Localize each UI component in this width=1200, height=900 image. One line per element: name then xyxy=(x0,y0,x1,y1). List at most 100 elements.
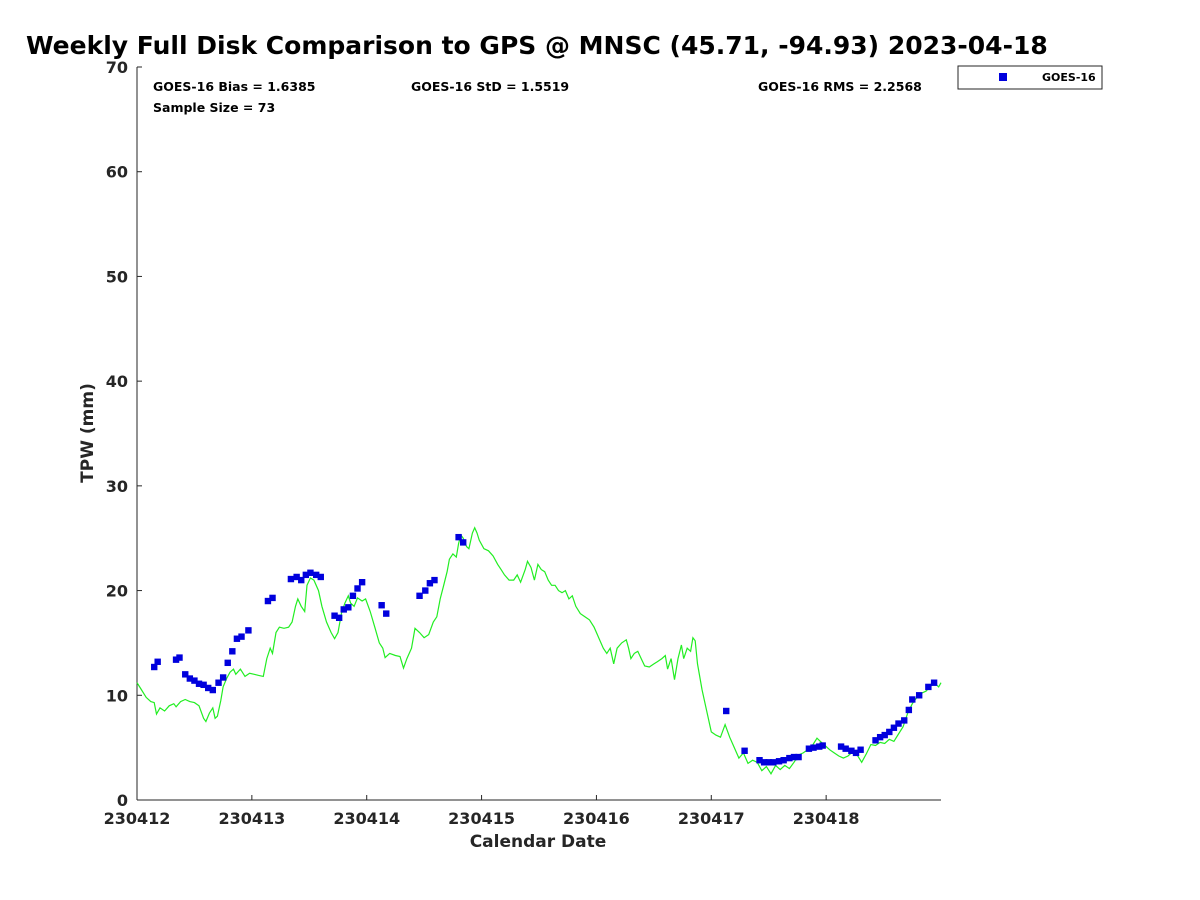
goes16-point xyxy=(151,663,158,671)
goes16-point xyxy=(816,743,823,750)
goes16-point xyxy=(307,569,314,576)
goes16-point xyxy=(245,627,252,634)
goes16-series xyxy=(151,533,938,766)
goes16-point xyxy=(416,592,423,600)
goes16-point xyxy=(842,745,849,752)
goes16-point xyxy=(298,576,305,584)
goes16-point xyxy=(205,684,212,692)
goes16-point xyxy=(293,573,300,581)
goes16-point xyxy=(723,707,730,715)
goes16-point xyxy=(857,746,864,753)
goes16-point xyxy=(925,683,932,691)
goes16-point xyxy=(805,745,813,752)
goes16-point xyxy=(786,754,793,762)
y-tick-label: 40 xyxy=(106,372,128,391)
goes16-point xyxy=(837,743,845,750)
goes16-point xyxy=(426,580,434,587)
goes16-point xyxy=(819,742,826,749)
goes16-point xyxy=(890,724,898,731)
goes16-point xyxy=(349,592,357,600)
goes16-point xyxy=(233,635,241,642)
x-ticks: 230412 230413 230414 230415 230416 230417 2304… xyxy=(104,795,860,828)
y-ticks: 0 10 20 30 40 50 60 70 xyxy=(106,58,142,810)
goes16-point xyxy=(176,654,183,661)
x-tick-label: 230414 xyxy=(333,809,400,828)
legend-box xyxy=(957,65,1103,90)
goes16-point xyxy=(358,578,366,586)
goes16-point xyxy=(915,692,923,699)
y-tick-label: 20 xyxy=(106,582,128,601)
goes16-point xyxy=(219,674,227,681)
goes16-point xyxy=(209,686,217,694)
goes16-point xyxy=(770,759,777,766)
sample-size-stat: Sample Size = 73 xyxy=(153,100,275,115)
rms-stat: GOES-16 RMS = 2.2568 xyxy=(758,79,922,94)
x-tick-label: 230413 xyxy=(218,809,285,828)
y-tick-label: 50 xyxy=(106,267,128,286)
y-tick-label: 30 xyxy=(106,477,128,496)
goes16-point xyxy=(909,696,916,703)
goes16-point xyxy=(741,747,748,754)
goes16-point xyxy=(881,731,888,739)
gps-series xyxy=(136,526,942,775)
goes16-point xyxy=(224,659,231,667)
goes16-point xyxy=(195,680,203,687)
std-stat: GOES-16 StD = 1.5519 xyxy=(411,79,569,94)
x-tick-label: 230412 xyxy=(104,809,171,828)
goes16-point xyxy=(340,606,347,613)
gps-line xyxy=(136,526,942,775)
x-tick-label: 230416 xyxy=(563,809,630,828)
goes16-point xyxy=(264,597,272,605)
goes16-point xyxy=(886,728,893,736)
goes16-point xyxy=(269,594,276,602)
goes16-point xyxy=(172,656,180,663)
goes16-point xyxy=(354,585,361,592)
goes16-point xyxy=(229,648,236,655)
y-tick-label: 10 xyxy=(106,686,128,705)
goes16-point xyxy=(795,753,802,761)
legend: GOES-16 xyxy=(957,65,1103,90)
legend-marker-goes16 xyxy=(999,73,1007,81)
goes16-point xyxy=(215,679,222,686)
goes16-point xyxy=(345,604,352,611)
goes16-point xyxy=(895,720,902,727)
goes16-point xyxy=(459,539,467,546)
goes16-point xyxy=(191,677,198,684)
goes16-point xyxy=(810,744,817,751)
goes16-point xyxy=(848,747,855,754)
x-tick-label: 230415 xyxy=(448,809,515,828)
goes16-point xyxy=(182,671,189,678)
goes16-point xyxy=(154,658,161,665)
goes16-point xyxy=(378,602,385,609)
y-tick-label: 70 xyxy=(106,58,128,77)
goes16-point xyxy=(765,759,772,766)
goes16-point xyxy=(331,612,338,619)
goes16-point xyxy=(317,573,324,581)
goes16-point xyxy=(775,758,783,765)
goes16-point xyxy=(455,533,462,541)
goes16-point xyxy=(312,571,320,579)
goes16-point xyxy=(905,706,913,714)
y-tick-label: 0 xyxy=(117,791,128,810)
goes16-point xyxy=(876,733,884,741)
x-axis-label: Calendar Date xyxy=(470,832,607,852)
goes16-point xyxy=(756,757,763,764)
goes16-point xyxy=(901,717,908,724)
goes16-point xyxy=(431,576,438,584)
goes16-point xyxy=(200,681,207,689)
goes16-point xyxy=(872,737,879,744)
goes16-point xyxy=(780,757,787,764)
goes16-point xyxy=(287,575,295,583)
chart-title: Weekly Full Disk Comparison to GPS @ MNS… xyxy=(26,31,1048,60)
y-tick-label: 60 xyxy=(106,163,128,182)
plot-area xyxy=(136,67,941,801)
goes16-point xyxy=(238,633,245,640)
goes16-point xyxy=(422,587,429,594)
goes16-point xyxy=(852,749,860,757)
goes16-point xyxy=(790,753,798,761)
goes16-point xyxy=(335,614,343,621)
x-tick-label: 230418 xyxy=(793,809,860,828)
y-axis-label: TPW (mm) xyxy=(78,383,98,483)
goes16-point xyxy=(383,610,390,617)
